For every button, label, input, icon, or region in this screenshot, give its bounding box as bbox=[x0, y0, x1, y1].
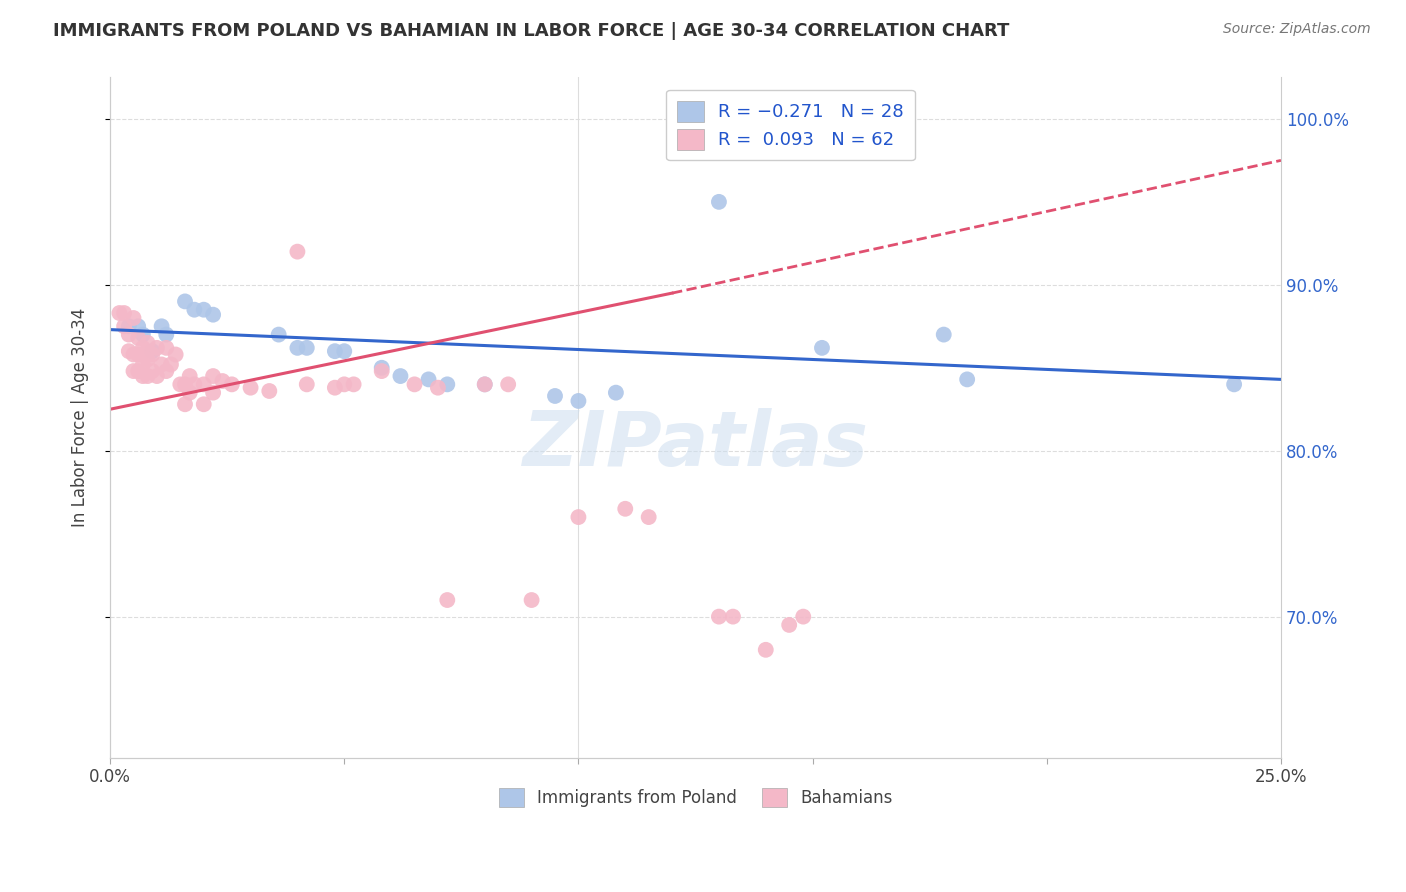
Point bbox=[343, 377, 366, 392]
Point bbox=[150, 319, 173, 334]
Point bbox=[474, 377, 496, 392]
Point bbox=[404, 377, 426, 392]
Point bbox=[155, 364, 177, 378]
Point bbox=[370, 360, 392, 375]
Point bbox=[141, 347, 163, 361]
Point bbox=[239, 381, 262, 395]
Point bbox=[614, 501, 637, 516]
Point bbox=[174, 397, 197, 411]
Point bbox=[287, 244, 309, 259]
Point bbox=[323, 344, 346, 359]
Point bbox=[707, 609, 730, 624]
Point bbox=[112, 319, 135, 334]
Point bbox=[150, 358, 173, 372]
Point bbox=[520, 593, 543, 607]
Point bbox=[267, 327, 290, 342]
Point bbox=[792, 609, 814, 624]
Point bbox=[118, 319, 141, 334]
Point bbox=[637, 510, 659, 524]
Point bbox=[179, 369, 201, 384]
Point bbox=[183, 377, 205, 392]
Point bbox=[932, 327, 955, 342]
Point bbox=[295, 377, 318, 392]
Point bbox=[259, 384, 281, 398]
Point bbox=[202, 385, 225, 400]
Y-axis label: In Labor Force | Age 30-34: In Labor Force | Age 30-34 bbox=[72, 308, 89, 527]
Point bbox=[287, 341, 309, 355]
Point bbox=[136, 352, 159, 367]
Point bbox=[160, 358, 183, 372]
Legend: Immigrants from Poland, Bahamians: Immigrants from Poland, Bahamians bbox=[492, 781, 900, 814]
Point bbox=[389, 369, 412, 384]
Point bbox=[418, 372, 440, 386]
Point bbox=[146, 369, 169, 384]
Point bbox=[132, 327, 155, 342]
Point bbox=[141, 344, 163, 359]
Point bbox=[141, 364, 163, 378]
Point bbox=[112, 306, 135, 320]
Point bbox=[778, 618, 800, 632]
Point bbox=[132, 341, 155, 355]
Point bbox=[956, 372, 979, 386]
Point bbox=[323, 381, 346, 395]
Point bbox=[544, 389, 567, 403]
Point bbox=[127, 319, 149, 334]
Point bbox=[436, 593, 458, 607]
Point bbox=[202, 308, 225, 322]
Point bbox=[436, 377, 458, 392]
Point bbox=[605, 385, 627, 400]
Point bbox=[707, 194, 730, 209]
Point bbox=[174, 377, 197, 392]
Point bbox=[193, 377, 215, 392]
Point bbox=[1223, 377, 1246, 392]
Point bbox=[221, 377, 243, 392]
Point bbox=[132, 358, 155, 372]
Point bbox=[132, 369, 155, 384]
Point bbox=[567, 393, 589, 408]
Point bbox=[174, 294, 197, 309]
Text: Source: ZipAtlas.com: Source: ZipAtlas.com bbox=[1223, 22, 1371, 37]
Point bbox=[202, 369, 225, 384]
Point bbox=[333, 344, 356, 359]
Point bbox=[370, 364, 392, 378]
Point bbox=[146, 341, 169, 355]
Point bbox=[127, 347, 149, 361]
Point bbox=[136, 335, 159, 350]
Point bbox=[118, 344, 141, 359]
Point bbox=[122, 311, 145, 326]
Point bbox=[721, 609, 744, 624]
Point bbox=[295, 341, 318, 355]
Point bbox=[179, 385, 201, 400]
Point bbox=[169, 377, 191, 392]
Text: IMMIGRANTS FROM POLAND VS BAHAMIAN IN LABOR FORCE | AGE 30-34 CORRELATION CHART: IMMIGRANTS FROM POLAND VS BAHAMIAN IN LA… bbox=[53, 22, 1010, 40]
Point bbox=[567, 510, 589, 524]
Point bbox=[165, 347, 187, 361]
Point bbox=[118, 327, 141, 342]
Point bbox=[193, 397, 215, 411]
Point bbox=[211, 374, 233, 388]
Point bbox=[474, 377, 496, 392]
Point bbox=[811, 341, 834, 355]
Point bbox=[127, 364, 149, 378]
Point bbox=[333, 377, 356, 392]
Point bbox=[496, 377, 519, 392]
Point bbox=[136, 369, 159, 384]
Point bbox=[193, 302, 215, 317]
Point bbox=[426, 381, 449, 395]
Point bbox=[108, 306, 131, 320]
Point bbox=[155, 341, 177, 355]
Point bbox=[122, 347, 145, 361]
Text: ZIPatlas: ZIPatlas bbox=[523, 408, 869, 482]
Point bbox=[127, 331, 149, 345]
Point bbox=[755, 642, 778, 657]
Point bbox=[155, 327, 177, 342]
Point bbox=[122, 364, 145, 378]
Point bbox=[183, 302, 205, 317]
